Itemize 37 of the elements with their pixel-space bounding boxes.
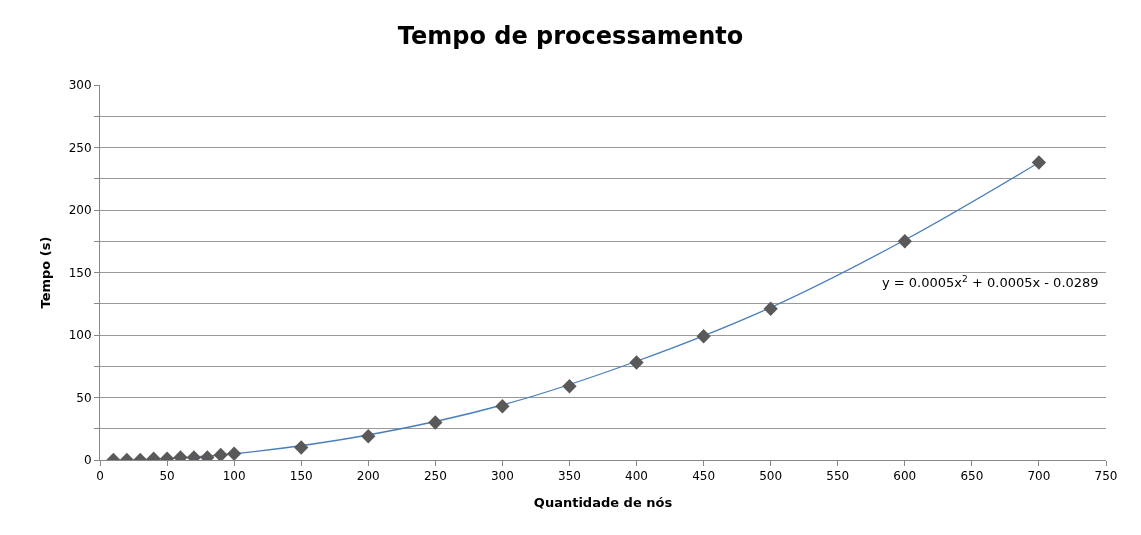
- x-tick-label: 600: [893, 469, 917, 484]
- y-tick-label: 200: [68, 203, 92, 218]
- x-tick-label: 700: [1027, 469, 1051, 484]
- point: [897, 234, 912, 249]
- x-tick-label: 0: [96, 469, 104, 484]
- y-tick-label: 50: [76, 390, 92, 405]
- x-tick-label: 250: [423, 469, 447, 484]
- y-axis-title: Tempo (s): [37, 236, 53, 309]
- point: [629, 355, 644, 370]
- point: [696, 329, 711, 344]
- x-axis-title: Quantidade de nós: [533, 495, 673, 510]
- point: [763, 301, 778, 316]
- y-tick-label: 100: [68, 328, 92, 343]
- point: [562, 379, 577, 394]
- x-tick-label: 50: [159, 469, 175, 484]
- point: [213, 447, 228, 460]
- x-tick-label: 150: [289, 469, 313, 484]
- y-tick-label: 150: [68, 265, 92, 280]
- x-tick-label: 300: [490, 469, 514, 484]
- y-tick-label: 250: [68, 140, 92, 155]
- x-tick-label: 650: [960, 469, 984, 484]
- chart-title: Tempo de processamento: [397, 21, 744, 50]
- y-tick-label: 0: [83, 453, 92, 468]
- y-tick-label: 300: [68, 78, 92, 93]
- point: [428, 415, 443, 430]
- point: [1031, 155, 1047, 170]
- x-tick-label: 400: [625, 469, 648, 484]
- x-tick-label: 450: [692, 469, 716, 484]
- x-tick-label: 200: [356, 469, 380, 484]
- x-tick-label: 750: [1094, 469, 1118, 484]
- point: [495, 399, 510, 414]
- x-tick-label: 500: [759, 469, 783, 484]
- point: [226, 446, 242, 460]
- x-tick-label: 550: [826, 469, 850, 484]
- x-tick-label: 350: [558, 469, 581, 484]
- x-tick-label: 100: [222, 469, 246, 484]
- annotation: y = 0.0005x$^{2}$ + 0.0005x - 0.0289: [882, 274, 1099, 291]
